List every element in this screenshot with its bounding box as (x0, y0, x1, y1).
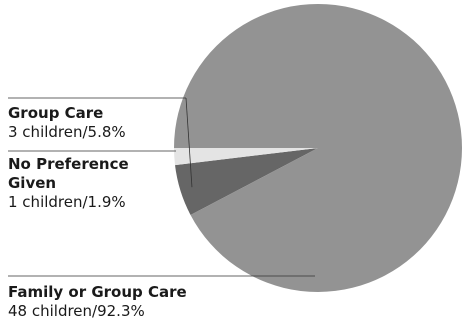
slice-label-group-care: Group Care 3 children/5.8% (8, 104, 178, 142)
slice-name-family-or-group-care: Family or Group Care (8, 283, 187, 301)
slice-value-family-or-group-care: 48 children/92.3% (8, 302, 145, 320)
slice-label-no-preference: No Preference Given 1 children/1.9% (8, 155, 168, 212)
slice-name-group-care: Group Care (8, 104, 104, 122)
slice-value-group-care: 3 children/5.8% (8, 123, 126, 141)
slice-no-preference (174, 148, 318, 166)
slice-label-family-or-group-care: Family or Group Care 48 children/92.3% (8, 283, 268, 321)
slice-name-no-preference: No Preference Given (8, 155, 129, 192)
slice-value-no-preference: 1 children/1.9% (8, 193, 126, 211)
leader-line-group-care-tip (185, 97, 193, 188)
slice-group-care (175, 148, 318, 215)
slice-family-or-group-care (174, 3, 462, 292)
